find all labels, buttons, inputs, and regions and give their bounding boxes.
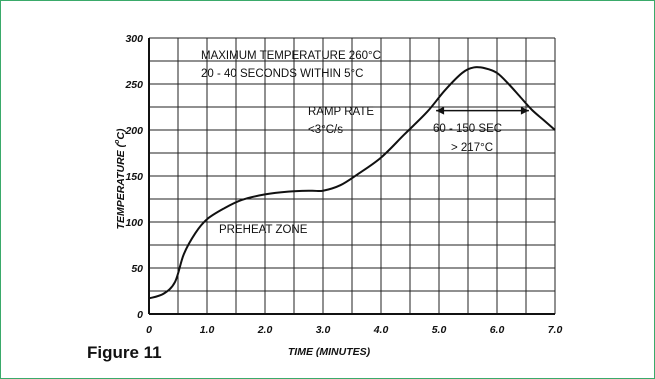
annotation-time-within: 20 - 40 SECONDS WITHIN 5°C <box>201 68 363 80</box>
y-axis-title-unit: C) <box>115 128 127 140</box>
y-axis-title-main: TEMPERATURE ( <box>115 142 127 229</box>
annotation-ramp-value: <3°C/s <box>308 124 343 136</box>
x-tick-label: 5.0 <box>432 324 447 336</box>
figure-caption: Figure 11 <box>87 343 162 362</box>
y-tick-label: 150 <box>125 171 143 183</box>
bracket-arrow-right <box>520 106 529 115</box>
x-tick-label: 6.0 <box>490 324 505 336</box>
axes <box>148 38 555 315</box>
x-axis-title: TIME (MINUTES) <box>288 346 371 358</box>
y-tick-label: 200 <box>124 125 143 137</box>
tick-labels: 0 50 100 150 200 250 300 0 1.0 2.0 3.0 4.0 5.0 6.0 7.0 <box>124 33 562 336</box>
svg-text:TEMPERATURE (oC): TEMPERATURE (oC) <box>114 128 127 229</box>
annotation-max-temperature: MAXIMUM TEMPERATURE 260°C <box>201 50 381 62</box>
y-tick-label: 300 <box>125 33 143 45</box>
x-tick-label: 0 <box>146 324 152 336</box>
y-tick-label: 0 <box>137 309 143 321</box>
x-tick-label: 7.0 <box>548 324 563 336</box>
x-tick-label: 1.0 <box>200 324 215 336</box>
y-tick-label: 50 <box>131 263 143 275</box>
y-axis-title-degree: o <box>114 139 121 144</box>
x-tick-label: 4.0 <box>373 324 389 336</box>
annotation-time-range: 60 - 150 SEC <box>433 123 502 135</box>
x-tick-label: 2.0 <box>257 324 273 336</box>
y-tick-label: 100 <box>125 217 143 229</box>
annotation-above-217: > 217°C <box>451 142 493 154</box>
temperature-curve <box>148 66 556 300</box>
annotation-preheat-zone: PREHEAT ZONE <box>219 224 308 236</box>
y-axis-title: TEMPERATURE (oC) <box>114 128 127 229</box>
bracket-arrow-left <box>436 106 445 115</box>
x-tick-label: 3.0 <box>316 324 331 336</box>
y-tick-label: 250 <box>124 79 143 91</box>
annotation-ramp-rate: RAMP RATE <box>308 106 374 118</box>
grid <box>148 37 556 315</box>
time-bracket <box>436 106 529 115</box>
